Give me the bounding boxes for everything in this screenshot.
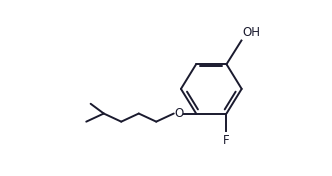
Text: OH: OH — [242, 26, 260, 39]
Text: F: F — [223, 134, 230, 147]
Text: O: O — [175, 107, 184, 120]
